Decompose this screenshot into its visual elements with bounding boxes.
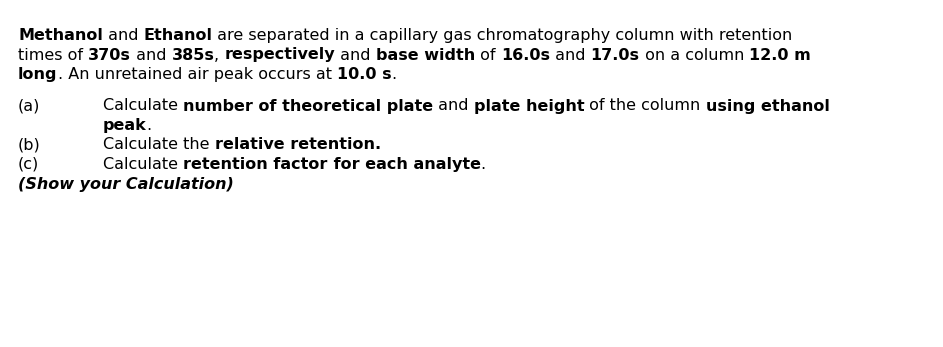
Text: peak: peak	[103, 118, 147, 133]
Text: 17.0s: 17.0s	[590, 48, 639, 62]
Text: .: .	[147, 118, 152, 133]
Text: of the column: of the column	[585, 99, 706, 113]
Text: long: long	[18, 67, 58, 82]
Text: on a column: on a column	[639, 48, 749, 62]
Text: retention factor: retention factor	[183, 157, 327, 172]
Text: .: .	[391, 67, 396, 82]
Text: plate height: plate height	[474, 99, 585, 113]
Text: respectively: respectively	[224, 48, 336, 62]
Text: Calculate: Calculate	[103, 157, 183, 172]
Text: for each analyte: for each analyte	[327, 157, 481, 172]
Text: are separated in a capillary gas chromatography column with retention: are separated in a capillary gas chromat…	[212, 28, 793, 43]
Text: 12.0 m: 12.0 m	[749, 48, 811, 62]
Text: Ethanol: Ethanol	[143, 28, 212, 43]
Text: relative retention.: relative retention.	[215, 137, 381, 152]
Text: times of: times of	[18, 48, 88, 62]
Text: 385s: 385s	[172, 48, 214, 62]
Text: (Show your Calculation): (Show your Calculation)	[18, 177, 234, 192]
Text: Methanol: Methanol	[18, 28, 103, 43]
Text: and: and	[550, 48, 590, 62]
Text: (c): (c)	[18, 157, 40, 172]
Text: 10.0 s: 10.0 s	[337, 67, 391, 82]
Text: ,: ,	[214, 48, 224, 62]
Text: base width: base width	[376, 48, 475, 62]
Text: and: and	[433, 99, 474, 113]
Text: 370s: 370s	[88, 48, 131, 62]
Text: .: .	[481, 157, 486, 172]
Text: of: of	[475, 48, 501, 62]
Text: and: and	[103, 28, 143, 43]
Text: Calculate the: Calculate the	[103, 137, 215, 152]
Text: Calculate: Calculate	[103, 99, 183, 113]
Text: 16.0s: 16.0s	[501, 48, 550, 62]
Text: using ethanol: using ethanol	[706, 99, 830, 113]
Text: (a): (a)	[18, 99, 41, 113]
Text: and: and	[131, 48, 172, 62]
Text: number of theoretical plate: number of theoretical plate	[183, 99, 433, 113]
Text: . An unretained air peak occurs at: . An unretained air peak occurs at	[58, 67, 337, 82]
Text: (b): (b)	[18, 137, 41, 152]
Text: and: and	[336, 48, 376, 62]
